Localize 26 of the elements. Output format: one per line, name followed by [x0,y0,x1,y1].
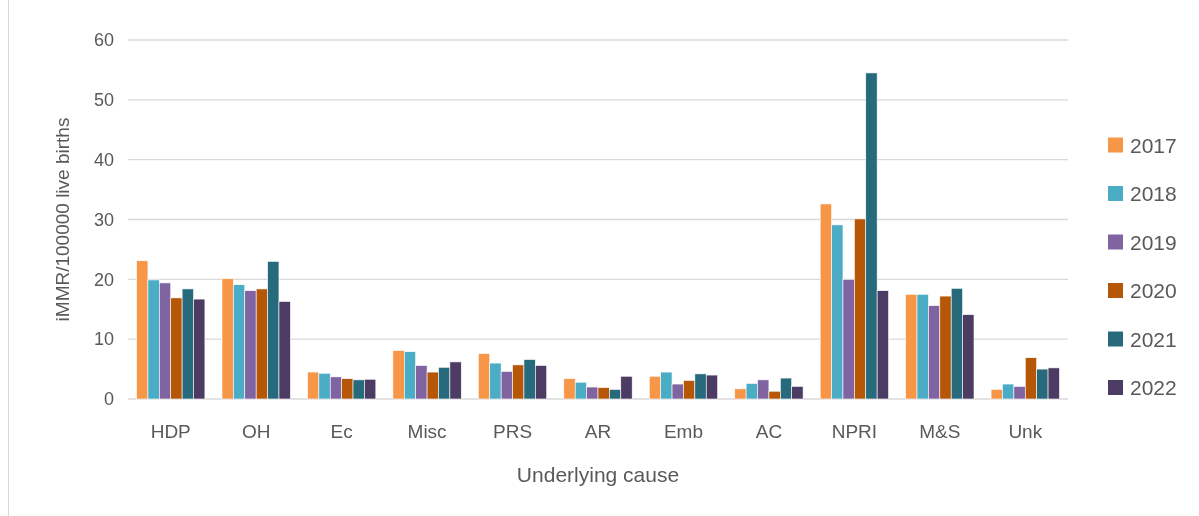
y-tick-label: 0 [103,389,114,410]
y-tick-label: 60 [93,30,114,51]
x-tick-label: NPRI [831,421,878,443]
y-tick-label: 40 [93,149,114,170]
x-tick-label: AC [755,421,783,443]
x-tick-label: Misc [407,421,447,443]
legend-label: 2019 [1130,230,1177,254]
x-tick-label: Ec [330,421,353,443]
x-tick-label: OH [241,421,271,443]
x-axis-title: Underlying cause [516,463,680,486]
legend-label: 2022 [1130,376,1177,399]
x-tick-label: Unk [1008,421,1043,443]
legend-label: 2017 [1130,133,1177,157]
x-tick-label: HDP [150,421,191,443]
x-tick-label: Emb [663,421,703,443]
x-tick-label: AR [584,421,612,443]
y-tick-label: 30 [93,209,114,230]
y-tick-label: 50 [93,90,114,111]
x-tick-label: M&S [919,421,961,443]
legend-label: 2018 [1130,182,1177,205]
legend-label: 2021 [1130,327,1177,351]
y-tick-label: 10 [93,329,114,350]
y-axis-title: iMMR/100000 live births [52,117,73,322]
x-tick-label: PRS [493,421,533,443]
legend-label: 2020 [1130,279,1177,302]
y-tick-label: 20 [93,269,114,290]
